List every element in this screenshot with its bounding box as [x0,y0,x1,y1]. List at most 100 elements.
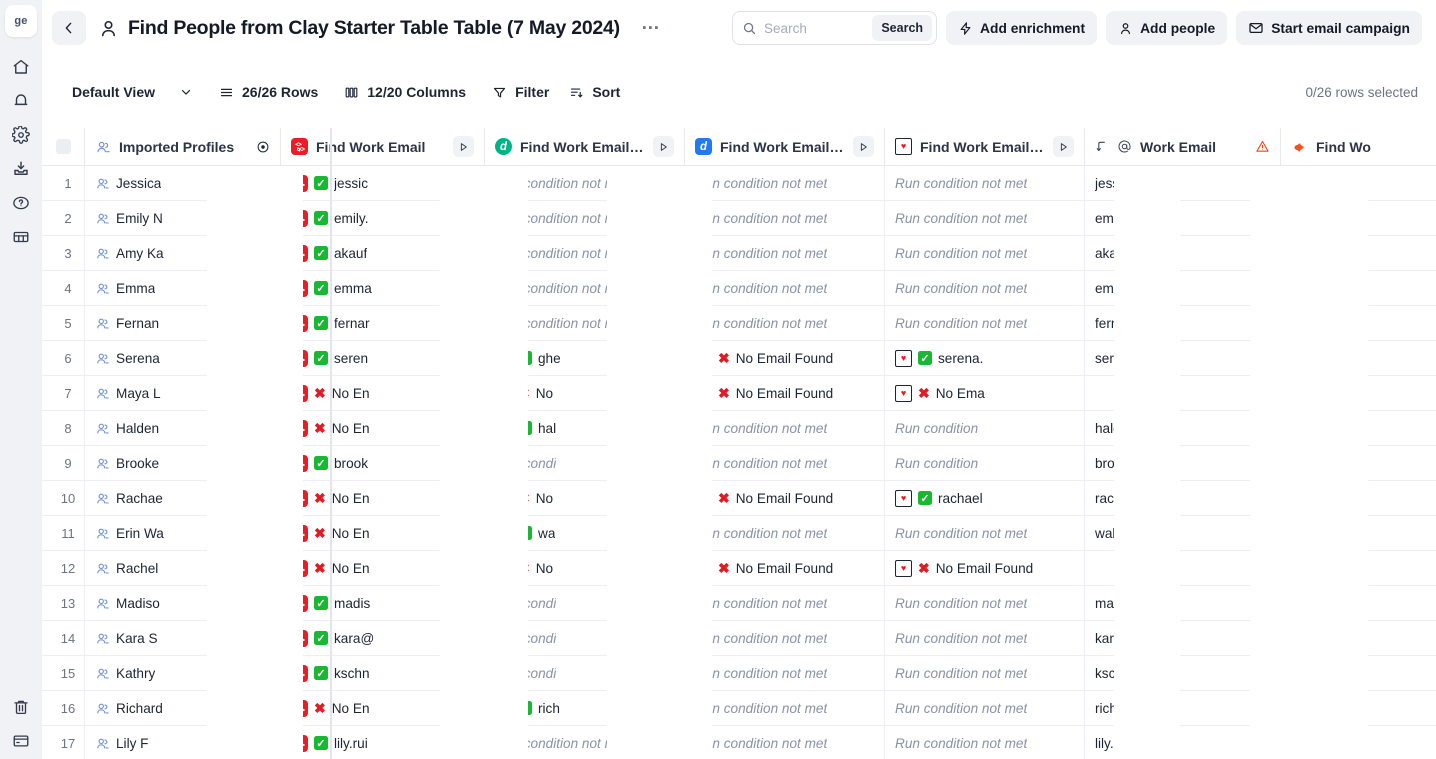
cell-find-work-email-2[interactable]: Run condition not met [685,201,885,235]
table-row[interactable]: 11 Erin Wa … ✖ No En d ✓ wa Run condition not me… [42,516,1436,551]
select-all-checkbox[interactable] [55,139,71,154]
cell-find-work-email-last[interactable]: Run conditio [1281,586,1401,620]
table-row[interactable]: 15 Kathry … ✓ kschn m Run condi Run condition n… [42,656,1436,691]
row-number[interactable]: 2 [42,201,85,235]
cell-work-email[interactable]: kschne [1085,656,1281,690]
cell-work-email[interactable]: jessica.. [1085,166,1281,200]
cell-find-work-email[interactable]: ✓ seren cc [281,341,485,375]
run-column-button[interactable] [1053,136,1074,157]
filter-button[interactable]: Filter [492,84,549,100]
cell-imported-profile[interactable]: Halden… [85,411,281,445]
cell-find-work-email-vi[interactable]: Run condition not met [885,691,1085,725]
cell-find-work-email-1[interactable]: d ✓ hal [485,411,685,445]
column-header-imported-profiles[interactable]: Imported Profiles [85,128,281,165]
cell-find-work-email-last[interactable]: Run conditio [1281,516,1401,550]
cell-work-email[interactable]: madiso [1085,586,1281,620]
cell-imported-profile[interactable]: Fernan… [85,306,281,340]
table-row[interactable]: 13 Madiso … ✓ madis ibi Run condi Run condition… [42,586,1436,621]
cell-find-work-email-1[interactable]: d ✓ wa [485,516,685,550]
row-number[interactable]: 8 [42,411,85,445]
row-number[interactable]: 12 [42,551,85,585]
search-button[interactable]: Search [872,15,933,41]
row-number[interactable]: 5 [42,306,85,340]
add-enrichment-button[interactable]: Add enrichment [946,11,1098,45]
cell-imported-profile[interactable]: Madiso… [85,586,281,620]
cell-find-work-email-last[interactable]: Run conditio [1281,481,1401,515]
cell-find-work-email-vi[interactable]: ♥ ✓ rachael [885,481,1085,515]
cell-imported-profile[interactable]: Jessica… [85,166,281,200]
cell-find-work-email-1[interactable]: Run condition not met [485,271,685,305]
cell-find-work-email-vi[interactable]: Run condition not met [885,271,1085,305]
cell-find-work-email-last[interactable]: Run conditio [1281,201,1401,235]
cell-find-work-email-1[interactable]: Run condi [485,656,685,690]
card-icon[interactable] [11,731,31,751]
cell-find-work-email-vi[interactable]: ♥ ✓ serena. [885,341,1085,375]
cell-find-work-email-vi[interactable]: Run condition not met [885,726,1085,759]
cell-find-work-email-2[interactable]: Run condition not met [685,166,885,200]
row-number[interactable]: 4 [42,271,85,305]
cell-find-work-email[interactable]: ✖ No En [281,551,485,585]
cell-find-work-email-vi[interactable]: ♥ ✖ No Email Found [885,551,1085,585]
cell-find-work-email-vi[interactable]: ♥ ✖ No Ema [885,376,1085,410]
cell-find-work-email[interactable]: ✖ No En [281,481,485,515]
view-selector[interactable]: Default View [72,84,193,100]
table-row[interactable]: 6 Serena … ✓ seren cc d ✓ ghe d ✖ No Email Found ♥ ✓ s… [42,341,1436,376]
table-row[interactable]: 14 Kara S … ✓ kara@ g Run condi Run condition n… [42,621,1436,656]
cell-find-work-email-1[interactable]: Run condition not met [485,726,685,759]
cell-work-email[interactable]: rachae [1085,481,1281,515]
cell-find-work-email-2[interactable]: d ✖ No Email Found [685,376,885,410]
row-number[interactable]: 1 [42,166,85,200]
row-number[interactable]: 13 [42,586,85,620]
cell-find-work-email-1[interactable]: d ✖ No [485,481,685,515]
cell-find-work-email-1[interactable]: Run condition not met [485,236,685,270]
cell-find-work-email-vi[interactable]: Run condition not met [885,306,1085,340]
cell-work-email[interactable]: kara@c [1085,621,1281,655]
cell-find-work-email-2[interactable]: Run condition not met [685,411,885,445]
add-people-button[interactable]: Add people [1106,11,1228,45]
rows-count-button[interactable]: 26/26 Rows [219,84,318,100]
cell-find-work-email-last[interactable]: Run conditio [1281,621,1401,655]
cell-find-work-email[interactable]: ✓ akauf co [281,236,485,270]
table-row[interactable]: 7 Maya L … ✖ No En d ✖ No d ✖ No Email Found ♥ ✖ No E… [42,376,1436,411]
cell-find-work-email-last[interactable]: Run conditio [1281,691,1401,725]
cell-find-work-email[interactable]: ✓ lily.rui [281,726,485,759]
cell-work-email[interactable]: halden [1085,411,1281,445]
column-header-find-work-email[interactable]: Find Work Email [281,128,485,165]
column-header-find-work-email-last[interactable]: Find Wo [1281,128,1401,165]
cell-find-work-email-1[interactable]: d ✓ ghe [485,341,685,375]
cell-find-work-email[interactable]: ✖ No En [281,376,485,410]
cell-find-work-email-2[interactable]: Run condition not met [685,271,885,305]
cell-work-email[interactable]: emma. [1085,271,1281,305]
cell-find-work-email-2[interactable]: Run condition not met [685,516,885,550]
home-icon[interactable] [11,57,31,77]
cell-find-work-email[interactable]: ✓ madis ibi [281,586,485,620]
row-number[interactable]: 7 [42,376,85,410]
column-header-find-work-email-2[interactable]: d Find Work Email (2) [685,128,885,165]
cell-imported-profile[interactable]: Kathry… [85,656,281,690]
run-column-button[interactable] [853,136,874,157]
row-number[interactable]: 10 [42,481,85,515]
cell-find-work-email-2[interactable]: Run condition not met [685,236,885,270]
cell-imported-profile[interactable]: Kara S… [85,621,281,655]
cell-find-work-email-vi[interactable]: Run condition [885,446,1085,480]
table-row[interactable]: 12 Rachel … ✖ No En d ✖ No d ✖ No Email Found ♥ ✖ No … [42,551,1436,586]
row-number[interactable]: 9 [42,446,85,480]
cell-find-work-email-vi[interactable]: Run condition not met [885,236,1085,270]
column-header-work-email[interactable]: Work Email [1085,128,1281,165]
avatar[interactable]: ge [5,5,37,37]
column-header-find-work-email-vi[interactable]: ♥ Find Work Email (vi... [885,128,1085,165]
cell-find-work-email-2[interactable]: Run condition not met [685,621,885,655]
cell-work-email[interactable]: akaufm [1085,236,1281,270]
cell-find-work-email-last[interactable]: Run conditio [1281,726,1401,759]
cell-find-work-email[interactable]: ✓ kschn m [281,656,485,690]
table-row[interactable]: 3 Amy Ka … ✓ akauf co Run condition not met Run… [42,236,1436,271]
cell-find-work-email-last[interactable]: Run conditio [1281,446,1401,480]
table-row[interactable]: 10 Rachae … ✖ No En d ✖ No d ✖ No Email Found ♥ ✓ rac… [42,481,1436,516]
cell-find-work-email-last[interactable]: Run conditio [1281,411,1401,445]
cell-find-work-email-2[interactable]: Run condition not met [685,306,885,340]
grid-body[interactable]: 1 Jessica … ✓ jessic ec Run condition not met R… [42,166,1436,759]
cell-find-work-email-1[interactable]: d ✓ rich [485,691,685,725]
select-all-header[interactable] [42,128,85,165]
row-number[interactable]: 17 [42,726,85,759]
cell-find-work-email-vi[interactable]: Run condition not met [885,166,1085,200]
